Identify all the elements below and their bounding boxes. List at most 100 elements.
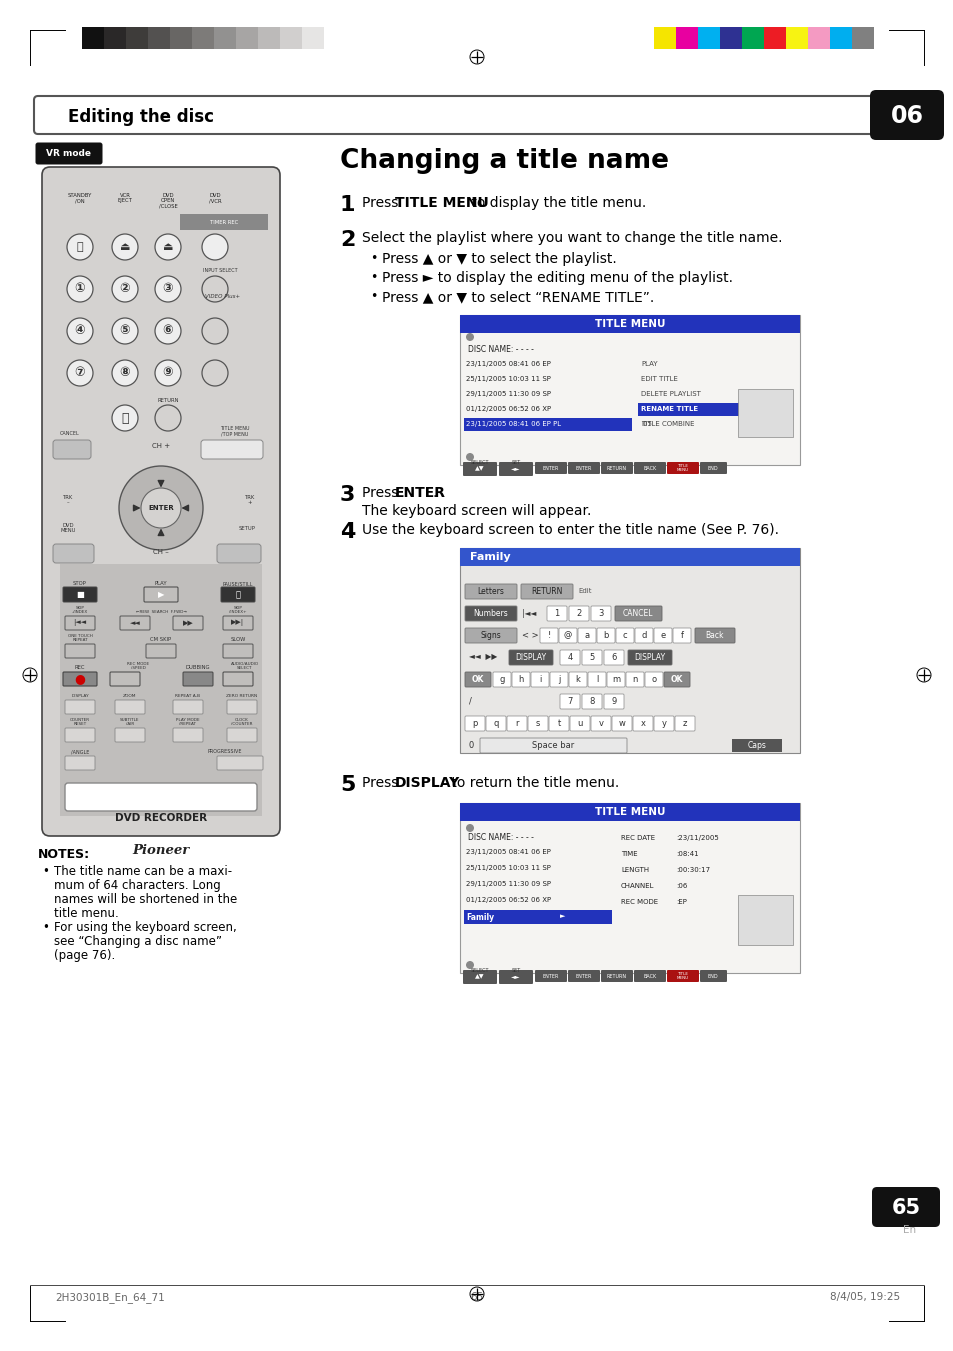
Circle shape <box>154 317 181 345</box>
FancyBboxPatch shape <box>223 616 253 630</box>
FancyBboxPatch shape <box>569 716 589 731</box>
Text: /: / <box>469 697 472 705</box>
Text: The title name can be a maxi-: The title name can be a maxi- <box>54 865 232 878</box>
FancyBboxPatch shape <box>527 716 547 731</box>
Bar <box>459 315 800 465</box>
Bar <box>638 403 778 416</box>
Text: (page 76).: (page 76). <box>54 948 115 962</box>
Text: 1: 1 <box>554 608 559 617</box>
FancyBboxPatch shape <box>567 970 599 982</box>
Text: DISPLAY: DISPLAY <box>71 694 89 698</box>
FancyBboxPatch shape <box>675 716 695 731</box>
FancyBboxPatch shape <box>672 628 690 643</box>
Text: PAUSE/STILL: PAUSE/STILL <box>222 581 253 586</box>
Text: :EP: :EP <box>676 898 686 905</box>
Text: DISPLAY: DISPLAY <box>395 775 459 790</box>
Bar <box>459 802 800 973</box>
Text: TITLE MENU: TITLE MENU <box>395 196 488 209</box>
Text: g: g <box>498 674 504 684</box>
Text: title menu.: title menu. <box>54 907 118 920</box>
FancyBboxPatch shape <box>644 671 662 688</box>
Text: Press ▲ or ▼ to select “RENAME TITLE”.: Press ▲ or ▼ to select “RENAME TITLE”. <box>381 290 654 304</box>
FancyBboxPatch shape <box>581 650 601 665</box>
Text: 65: 65 <box>470 1292 483 1302</box>
Bar <box>148 27 170 49</box>
FancyBboxPatch shape <box>612 716 631 731</box>
Text: RETURN: RETURN <box>606 974 626 978</box>
FancyBboxPatch shape <box>559 650 579 665</box>
Text: 5: 5 <box>339 775 355 794</box>
FancyBboxPatch shape <box>663 671 689 688</box>
FancyBboxPatch shape <box>464 628 517 643</box>
Text: 0: 0 <box>469 740 474 750</box>
FancyBboxPatch shape <box>654 628 671 643</box>
Text: TITLE COMBINE: TITLE COMBINE <box>640 422 694 427</box>
Circle shape <box>465 961 474 969</box>
Text: f: f <box>679 631 682 639</box>
Text: ►: ► <box>559 913 565 919</box>
FancyBboxPatch shape <box>512 671 530 688</box>
FancyBboxPatch shape <box>506 716 526 731</box>
Text: ⏏: ⏏ <box>120 242 131 253</box>
Text: ⑤: ⑤ <box>119 324 131 338</box>
Text: DVD
MENU: DVD MENU <box>60 523 75 534</box>
Bar <box>738 389 792 436</box>
FancyBboxPatch shape <box>597 628 615 643</box>
Bar <box>170 27 192 49</box>
Bar <box>180 213 268 230</box>
Text: ONE TOUCH
REPEAT: ONE TOUCH REPEAT <box>68 634 92 642</box>
Text: SET: SET <box>511 461 520 466</box>
FancyBboxPatch shape <box>550 671 567 688</box>
Text: !: ! <box>547 631 550 639</box>
Bar <box>213 27 235 49</box>
Bar <box>741 27 763 49</box>
Text: 29/11/2005 11:30 09 SP: 29/11/2005 11:30 09 SP <box>465 881 551 888</box>
FancyBboxPatch shape <box>590 607 610 621</box>
Bar <box>459 802 800 821</box>
Text: TITLE MENU: TITLE MENU <box>594 319 664 330</box>
Circle shape <box>67 317 92 345</box>
Bar <box>463 911 612 924</box>
Text: /ANGLE: /ANGLE <box>71 748 89 754</box>
Bar <box>763 27 785 49</box>
Text: Family: Family <box>470 553 510 562</box>
Text: TITLE
MENU: TITLE MENU <box>677 971 688 981</box>
Text: Select the playlist where you want to change the title name.: Select the playlist where you want to ch… <box>361 231 781 245</box>
Text: see “Changing a disc name”: see “Changing a disc name” <box>54 935 222 948</box>
Text: a: a <box>584 631 589 639</box>
FancyBboxPatch shape <box>606 671 624 688</box>
Text: k: k <box>575 674 579 684</box>
FancyBboxPatch shape <box>666 462 699 474</box>
Text: 1: 1 <box>339 195 355 215</box>
FancyBboxPatch shape <box>535 462 566 474</box>
FancyBboxPatch shape <box>227 728 256 742</box>
Text: to return the title menu.: to return the title menu. <box>447 775 618 790</box>
Text: w: w <box>618 719 625 727</box>
Text: to display the title menu.: to display the title menu. <box>467 196 645 209</box>
FancyBboxPatch shape <box>65 700 95 713</box>
Text: i05: i05 <box>640 422 651 427</box>
Text: INPUT SELECT: INPUT SELECT <box>202 267 237 273</box>
Text: plus+: plus+ <box>190 784 218 793</box>
Text: i: i <box>538 674 540 684</box>
Text: •: • <box>42 865 49 878</box>
FancyBboxPatch shape <box>539 628 558 643</box>
Text: RENAME TITLE: RENAME TITLE <box>640 407 698 412</box>
Text: SET: SET <box>511 969 520 974</box>
Text: VIDEO Plus+: VIDEO Plus+ <box>205 295 240 300</box>
Text: END: END <box>707 974 718 978</box>
Bar <box>851 27 873 49</box>
FancyBboxPatch shape <box>654 716 673 731</box>
Bar <box>104 27 126 49</box>
FancyBboxPatch shape <box>498 462 533 476</box>
Text: j: j <box>558 674 559 684</box>
Text: n: n <box>632 674 637 684</box>
Bar <box>192 27 213 49</box>
Text: ENTER: ENTER <box>395 486 446 500</box>
Circle shape <box>154 276 181 303</box>
Text: AUDIO/AUDIO
SELECT: AUDIO/AUDIO SELECT <box>231 662 259 670</box>
Text: ENTER: ENTER <box>542 974 558 978</box>
Text: TIMER REC: TIMER REC <box>210 220 238 226</box>
Text: ←REW  SEARCH  F.FWD→: ←REW SEARCH F.FWD→ <box>135 611 186 613</box>
Text: For using the keyboard screen,: For using the keyboard screen, <box>54 921 236 934</box>
